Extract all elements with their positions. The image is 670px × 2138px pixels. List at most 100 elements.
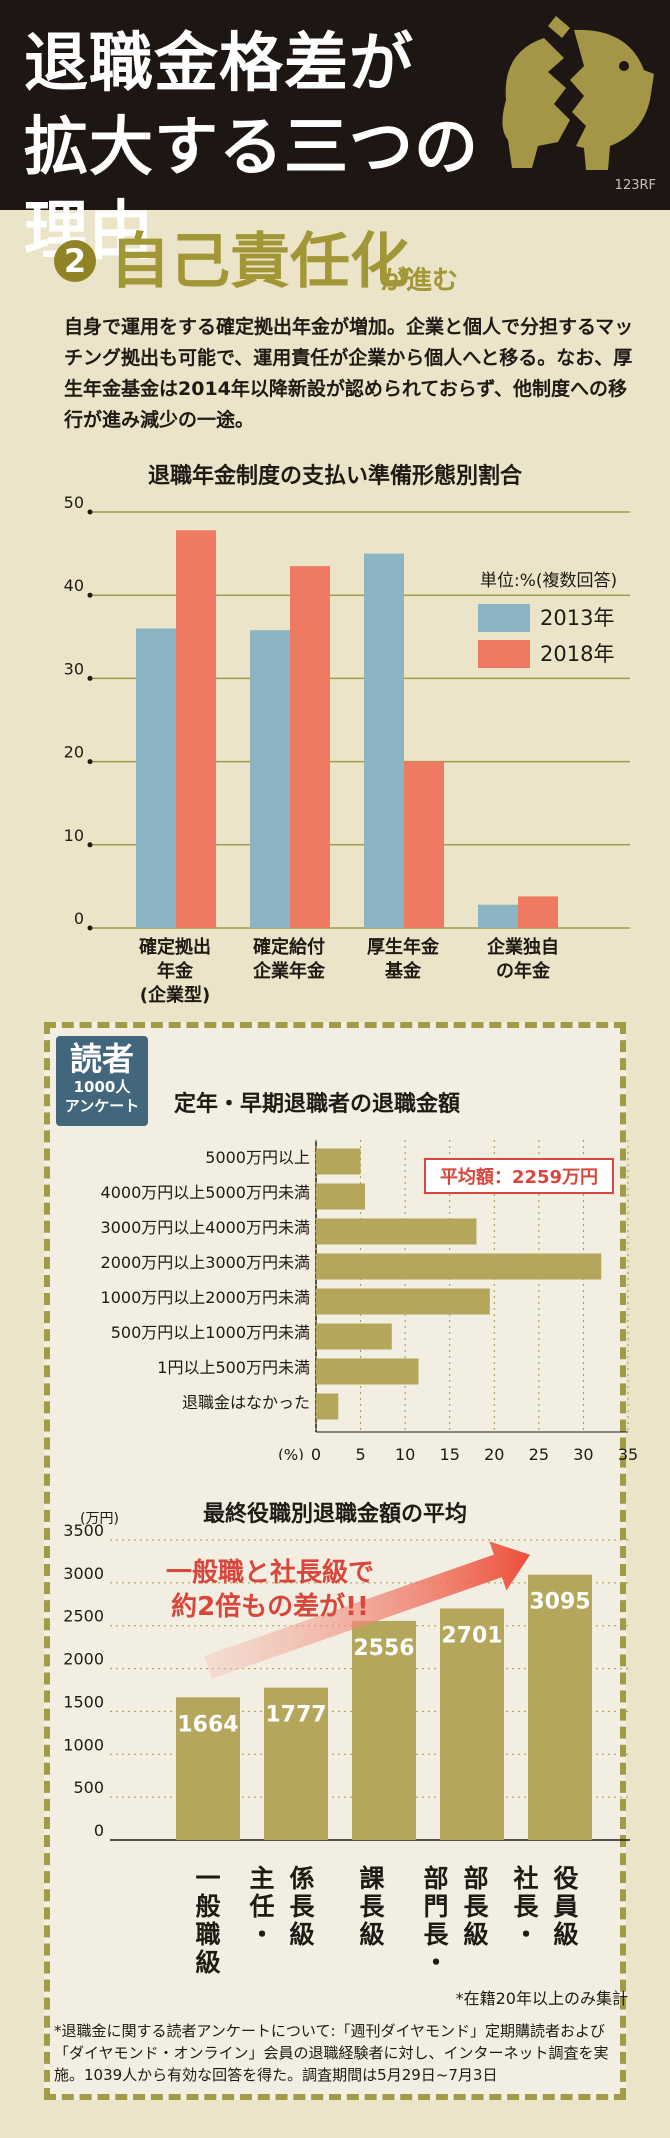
chart3-bar xyxy=(440,1608,504,1840)
chart1-tick-dot xyxy=(87,759,93,765)
reader-survey-badge: 読者 1000人 アンケート xyxy=(56,1036,148,1126)
chart3-y-tick-label: 2000 xyxy=(63,1650,104,1669)
photo-credit: 123RF xyxy=(614,178,656,193)
chart1-tick-dot xyxy=(87,842,93,848)
chart3-bar xyxy=(528,1574,592,1840)
chart3-value-label: 3095 xyxy=(529,1590,590,1615)
chart3-category-label: 社 長 ・ xyxy=(513,1864,539,1949)
chart1-bar xyxy=(136,628,176,928)
chart3-y-tick-label: 3000 xyxy=(63,1564,104,1583)
chart2-bar xyxy=(316,1218,477,1245)
legend-label-2013: 2013年 xyxy=(540,606,615,630)
chart3-category-label: 主 任 ・ xyxy=(249,1864,275,1949)
chart1-bar xyxy=(404,761,444,928)
chart2-category-label: 2000万円以上3000万円未満 xyxy=(100,1253,310,1272)
chart3-plot: 3500 3000 2500 2000 1500 1000 500 0 1664 1777 2556… xyxy=(63,1521,630,1841)
chart1-tick-dot xyxy=(87,592,93,598)
chart2-bar xyxy=(316,1323,392,1350)
chart2-category-label: 5000万円以上 xyxy=(205,1148,310,1167)
survey-footnote: *退職金に関する読者アンケートについて:「週刊ダイヤモンド」定期購読者および「ダ… xyxy=(54,2022,609,2084)
chart3-title: 最終役職別退職金額の平均 xyxy=(202,1502,467,1527)
chart1-bar xyxy=(518,896,558,928)
chart2-category-label: 3000万円以上4000万円未満 xyxy=(100,1218,310,1237)
chart2-x-tick-label: 20 xyxy=(484,1445,504,1460)
chart2-bar xyxy=(316,1183,366,1210)
chart2-bar xyxy=(316,1393,339,1420)
chart2-plot: 0 5 10 15 20 25 30 35 (%) xyxy=(278,1140,638,1460)
chart1-tick-dot xyxy=(87,675,93,681)
chart2-x-unit: (%) xyxy=(278,1446,304,1460)
chart3-category-label: 課 長 級 xyxy=(359,1864,385,1949)
badge-main-label: 読者 xyxy=(69,1040,134,1078)
legend-label-2018: 2018年 xyxy=(540,642,615,666)
chart2-x-tick-label: 5 xyxy=(355,1445,365,1460)
average-amount-box: 平均額：2259万円 xyxy=(424,1158,614,1194)
chart2-x-tick-label: 10 xyxy=(395,1445,415,1460)
chart3-y-tick-label: 2500 xyxy=(63,1607,104,1626)
chart3-y-tick-label: 3500 xyxy=(63,1521,104,1540)
chart3-bar xyxy=(352,1620,416,1840)
chart1-category-label: 厚生年金 基金 xyxy=(367,937,439,982)
chart1-y-tick-label: 40 xyxy=(64,576,84,595)
section-title: 自己責任化 xyxy=(110,227,410,297)
chart3-trend-arrow xyxy=(204,1541,530,1679)
chart3-value-label: 2701 xyxy=(441,1623,502,1648)
chart3-y-tick-label: 1000 xyxy=(63,1735,104,1754)
section-subtitle: が進む xyxy=(380,266,459,296)
section-number-badge: 2 xyxy=(54,240,96,282)
chart1-tick-dot xyxy=(87,509,93,515)
chart1-bar xyxy=(364,553,404,928)
broken-piggy-bank-icon xyxy=(502,16,654,171)
chart1-title: 退職年金制度の支払い準備形態別割合 xyxy=(147,464,522,489)
chart1-bar xyxy=(478,904,518,928)
chart3-note: *在籍20年以上のみ集計 xyxy=(455,1989,628,2008)
chart1-bar xyxy=(290,566,330,928)
legend-swatch-2013 xyxy=(478,604,530,632)
chart3-category-label: 部 門 長 ・ xyxy=(423,1864,449,1977)
chart2-x-tick-label: 0 xyxy=(311,1445,321,1460)
chart2-x-tick-label: 35 xyxy=(618,1445,638,1460)
chart1-bar xyxy=(250,630,290,928)
chart1-category-label: 確定給付 企業年金 xyxy=(253,937,325,982)
chart3-value-label: 1777 xyxy=(265,1703,326,1728)
chart3-bar xyxy=(264,1687,328,1840)
chart1-y-tick-label: 30 xyxy=(64,659,84,678)
chart2-bar xyxy=(316,1148,361,1175)
chart1-unit-note: 単位:%(複数回答) xyxy=(480,571,618,591)
chart2-category-label: 1円以上500万円未満 xyxy=(157,1358,310,1377)
chart3-category-label: 役 員 級 xyxy=(553,1864,579,1949)
chart1-y-tick-label: 0 xyxy=(74,909,84,928)
section-body-text: 自身で運用をする確定拠出年金が増加。企業と個人で分担するマッチング拠出も可能で、… xyxy=(64,316,634,431)
chart1-plot: 50 40 30 20 10 0 xyxy=(64,493,630,931)
chart3-category-label: 一 般 職 級 xyxy=(195,1864,221,1977)
chart3-callout: 一般職と社長級で 約2倍もの差が!! xyxy=(165,1558,374,1622)
chart3-category-label: 係 長 級 xyxy=(289,1864,315,1949)
chart2-title: 定年・早期退職者の退職金額 xyxy=(174,1092,461,1117)
chart1-y-tick-label: 10 xyxy=(64,826,84,845)
chart3-value-label: 1664 xyxy=(177,1712,238,1737)
chart1-y-tick-label: 50 xyxy=(64,493,84,512)
chart3-y-tick-label: 500 xyxy=(73,1778,104,1797)
badge-sub-label: 1000人 アンケート xyxy=(64,1078,140,1115)
chart2-x-tick-label: 15 xyxy=(440,1445,460,1460)
page-title: 退職金格差が 拡大する三つの理由 xyxy=(24,27,479,269)
chart1-category-label: 企業独自 の年金 xyxy=(487,937,559,982)
chart2-bar xyxy=(316,1358,419,1385)
chart3-bar xyxy=(176,1697,240,1840)
chart3-y-tick-label: 1500 xyxy=(63,1692,104,1711)
chart3-y-tick-label: 0 xyxy=(94,1821,104,1840)
chart2-x-tick-label: 25 xyxy=(529,1445,549,1460)
chart2-x-tick-label: 30 xyxy=(573,1445,593,1460)
chart1-category-label: 確定拠出 年金 (企業型) xyxy=(139,937,211,1006)
chart3-value-label: 2556 xyxy=(353,1636,414,1661)
chart3-y-unit: (万円) xyxy=(80,1511,119,1527)
chart1-y-tick-label: 20 xyxy=(64,743,84,762)
chart2-category-label: 500万円以上1000万円未満 xyxy=(110,1323,310,1342)
chart2-bar xyxy=(316,1253,602,1280)
chart2-category-label: 1000万円以上2000万円未満 xyxy=(100,1288,310,1307)
header-banner: 退職金格差が 拡大する三つの理由 123RF xyxy=(0,0,670,269)
chart1-bar xyxy=(176,530,216,928)
chart2-category-label: 退職金はなかった xyxy=(181,1393,310,1412)
chart1-tick-dot xyxy=(87,925,93,931)
chart2-category-label: 4000万円以上5000万円未満 xyxy=(100,1183,310,1202)
